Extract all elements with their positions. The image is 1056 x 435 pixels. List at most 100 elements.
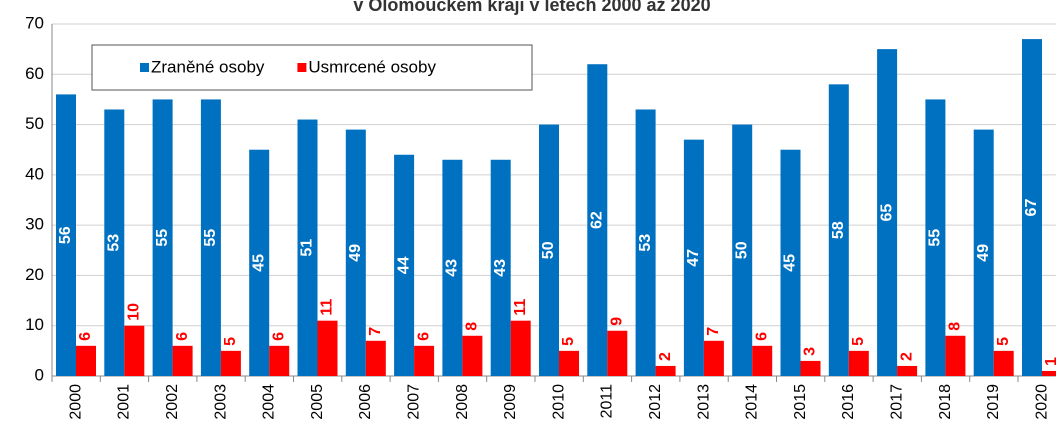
x-tick-label: 2003 — [212, 384, 229, 420]
bar — [76, 345, 96, 376]
bar — [317, 320, 338, 376]
bar — [104, 109, 125, 376]
x-tick-label: 2013 — [695, 384, 712, 420]
bar — [56, 94, 76, 377]
bar — [269, 345, 290, 376]
value-label: 3 — [802, 347, 819, 356]
value-label: 6 — [174, 332, 191, 341]
x-tick-label: 2009 — [502, 384, 519, 420]
value-label: 50 — [540, 241, 557, 259]
x-tick-label: 2019 — [985, 384, 1002, 420]
bar — [925, 99, 946, 376]
bar — [993, 350, 1014, 376]
legend-label: Usmrcené osoby — [308, 57, 436, 76]
bar — [490, 159, 511, 376]
value-label: 67 — [1023, 199, 1040, 217]
y-tick-label: 30 — [25, 215, 44, 234]
bar — [828, 84, 849, 376]
bar — [703, 340, 724, 376]
x-tick-label: 2016 — [840, 384, 857, 420]
x-tick-label: 2008 — [454, 384, 471, 420]
x-tick-label: 2017 — [888, 384, 905, 420]
bar — [510, 320, 531, 376]
value-label: 10 — [126, 303, 143, 321]
value-label: 49 — [347, 244, 364, 262]
value-label: 2 — [657, 352, 674, 361]
y-tick-label: 50 — [25, 114, 44, 133]
legend-box — [91, 44, 533, 91]
legend-swatch — [140, 63, 149, 72]
value-label: 6 — [77, 332, 94, 341]
value-label: 11 — [512, 299, 529, 316]
x-tick-label: 2007 — [405, 384, 422, 420]
bar — [394, 154, 415, 376]
bar — [297, 119, 318, 377]
x-tick-label: 2005 — [309, 384, 326, 420]
bar — [1042, 370, 1056, 376]
value-label: 65 — [878, 204, 895, 222]
value-label: 7 — [705, 327, 722, 336]
x-tick-label: 2015 — [792, 384, 809, 420]
bar — [848, 350, 869, 376]
bar — [945, 335, 966, 376]
bar — [442, 159, 463, 376]
x-tick-label: 2004 — [261, 384, 278, 420]
bar — [124, 325, 145, 376]
value-label: 7 — [367, 327, 384, 336]
bar — [365, 340, 386, 376]
x-tick-label: 2018 — [937, 384, 954, 420]
bar — [220, 350, 241, 376]
value-label: 44 — [395, 256, 412, 274]
x-tick-label: 2020 — [1033, 384, 1050, 420]
value-label: 62 — [589, 211, 606, 229]
bar — [200, 99, 221, 376]
x-tick-label: 2006 — [357, 384, 374, 420]
bar — [780, 149, 801, 376]
bar — [897, 365, 918, 376]
value-label: 2 — [898, 352, 915, 361]
legend-swatch — [297, 63, 307, 72]
bar — [559, 350, 579, 376]
bar — [800, 360, 821, 376]
bar — [877, 49, 898, 377]
y-tick-label: 40 — [25, 164, 44, 183]
value-label: 8 — [464, 322, 481, 331]
value-label: 55 — [154, 229, 171, 247]
value-label: 50 — [733, 241, 750, 259]
bar — [683, 139, 704, 376]
value-label: 6 — [753, 332, 770, 341]
value-label: 58 — [830, 221, 847, 239]
bar — [152, 99, 173, 376]
value-label: 5 — [850, 337, 867, 346]
value-label: 43 — [444, 259, 461, 277]
bar — [249, 149, 270, 376]
x-tick-label: 2000 — [67, 384, 84, 420]
x-tick-label: 2014 — [744, 384, 761, 420]
value-label: 45 — [250, 254, 267, 272]
value-label: 8 — [947, 322, 964, 331]
bar — [607, 330, 628, 376]
y-tick-label: 70 — [25, 13, 44, 32]
x-tick-label: 2012 — [647, 384, 664, 420]
value-label: 11 — [319, 299, 336, 316]
bar — [732, 124, 753, 376]
y-tick-label: 10 — [25, 315, 44, 334]
bar — [973, 129, 994, 376]
value-label: 43 — [492, 259, 509, 277]
bar — [1022, 39, 1042, 376]
bar — [414, 345, 435, 376]
value-label: 1 — [1043, 357, 1056, 366]
bar — [752, 345, 773, 376]
bar — [539, 124, 559, 376]
value-label: 6 — [415, 332, 432, 341]
value-label: 5 — [560, 337, 577, 346]
bar — [635, 109, 656, 376]
bar — [345, 129, 366, 376]
y-tick-label: 0 — [35, 365, 44, 384]
value-label: 55 — [927, 229, 944, 247]
value-label: 56 — [57, 226, 74, 244]
value-label: 47 — [685, 249, 702, 267]
value-label: 6 — [270, 332, 287, 341]
y-tick-label: 20 — [25, 265, 44, 284]
